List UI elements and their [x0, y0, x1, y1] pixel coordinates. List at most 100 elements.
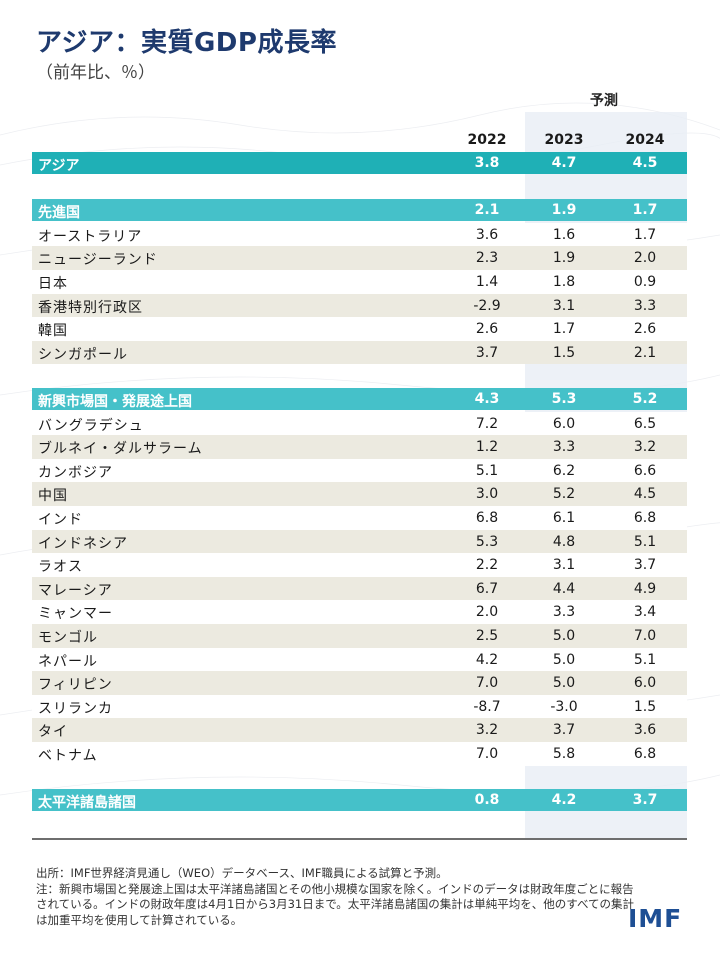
- imf-logo: IMF: [628, 904, 683, 933]
- row-label: モンゴル: [38, 630, 98, 646]
- row-label: 中国: [38, 488, 68, 505]
- year-header-2024: 2024: [625, 132, 665, 148]
- table-header: 2022 2023 2024: [32, 132, 687, 152]
- cell-2023: 6.1: [552, 510, 576, 526]
- cell-2024: 3.6: [633, 722, 657, 739]
- cell-2023: 1.9: [552, 250, 576, 267]
- cell-2023: 1.6: [552, 226, 576, 243]
- cell-2023: 3.3: [552, 439, 576, 456]
- row-label: 香港特別行政区: [38, 299, 143, 316]
- cell-2024: 4.9: [633, 580, 657, 597]
- cell-2023: 5.0: [552, 651, 576, 668]
- cell-2024: 4.5: [632, 155, 658, 171]
- cell-2024: 3.7: [632, 792, 658, 809]
- cell-2022: 7.2: [475, 415, 499, 432]
- cell-2022: 4.2: [475, 651, 499, 668]
- cell-2022: 7.0: [475, 675, 499, 692]
- cell-2022: 4.3: [474, 391, 500, 407]
- cell-2022: 6.7: [475, 580, 499, 597]
- cell-2024: 2.6: [633, 321, 657, 338]
- cell-2022: 0.8: [474, 792, 500, 809]
- table-row: ブルネイ・ダルサラーム 1.2 3.3 3.2: [32, 435, 687, 459]
- row-label: ニュージーランド: [38, 252, 158, 269]
- cell-2024: 2.0: [633, 250, 657, 267]
- table-row: カンボジア 5.1 6.2 6.6: [32, 458, 687, 483]
- table-row: 中国 3.0 5.2 4.5: [32, 482, 687, 506]
- footnote: 注：新興市場国と発展途上国は太平洋諸島諸国とその他小規模な国家を除く。インドのデ…: [36, 881, 635, 927]
- row-label: 先進国: [38, 205, 80, 222]
- table-row: ラオス 2.2 3.1 3.7: [32, 553, 687, 577]
- page-subtitle: （前年比、％）: [36, 63, 155, 83]
- cell-2024: 6.5: [633, 415, 657, 432]
- row-label: フィリピン: [38, 677, 113, 694]
- table-group-row: アジア 3.8 4.7 4.5: [32, 152, 687, 174]
- row-label: マレーシア: [38, 582, 113, 599]
- cell-2023: 4.7: [551, 155, 577, 171]
- table-row: フィリピン 7.0 5.0 6.0: [32, 671, 687, 695]
- cell-2023: 3.1: [552, 297, 576, 314]
- cell-2023: 3.1: [552, 557, 576, 574]
- notes: 出所：IMF世界経済見通し（WEO）データベース、IMF職員による試算と予測。 …: [36, 866, 636, 928]
- row-label: 韓国: [38, 323, 68, 340]
- cell-2022: 3.6: [475, 226, 499, 243]
- cell-2022: 2.5: [475, 628, 499, 644]
- cell-2023: 1.5: [552, 344, 576, 361]
- table-row: タイ 3.2 3.7 3.6: [32, 718, 687, 742]
- cell-2023: 3.7: [552, 722, 576, 739]
- cell-2024: 3.4: [633, 604, 657, 621]
- table-row: インド 6.8 6.1 6.8: [32, 506, 687, 530]
- cell-2024: 4.5: [633, 486, 657, 503]
- cell-2022: 2.3: [475, 250, 499, 267]
- row-label: インド: [38, 512, 83, 528]
- cell-2024: 1.7: [632, 202, 658, 219]
- table-spacer: [32, 766, 687, 790]
- cell-2022: -8.7: [473, 698, 501, 715]
- table-row: モンゴル 2.5 5.0 7.0: [32, 624, 687, 648]
- table-row: インドネシア 5.3 4.8 5.1: [32, 529, 687, 554]
- cell-2024: 6.6: [633, 462, 657, 479]
- page-title: アジア：実質GDP成長率: [36, 28, 337, 58]
- cell-2024: 5.1: [633, 533, 657, 550]
- cell-2024: 0.9: [633, 274, 657, 290]
- cell-2024: 6.8: [633, 510, 657, 526]
- table-row: ニュージーランド 2.3 1.9 2.0: [32, 246, 687, 270]
- row-label: ラオス: [38, 559, 83, 576]
- source-note: 出所：IMF世界経済見通し（WEO）データベース、IMF職員による試算と予測。: [36, 866, 448, 880]
- table-row: ミャンマー 2.0 3.3 3.4: [32, 600, 687, 624]
- row-label: シンガポール: [38, 346, 128, 363]
- year-header-2022: 2022: [467, 132, 507, 148]
- cell-2023: 5.0: [552, 628, 576, 644]
- cell-2023: 1.9: [551, 202, 577, 219]
- cell-2024: 3.3: [633, 297, 657, 314]
- table-row: マレーシア 6.7 4.4 4.9: [32, 576, 687, 601]
- cell-2023: 5.0: [552, 675, 576, 692]
- cell-2024: 2.1: [633, 344, 657, 361]
- cell-2023: 6.2: [552, 462, 576, 479]
- cell-2024: 5.2: [632, 391, 658, 407]
- table-group-row: 先進国 2.1 1.9 1.7: [32, 199, 687, 222]
- year-header-2023: 2023: [544, 132, 584, 148]
- cell-2023: 4.8: [552, 533, 576, 550]
- table-spacer: [32, 176, 687, 200]
- cell-2023: 5.8: [552, 746, 576, 762]
- cell-2022: 3.8: [474, 155, 500, 171]
- cell-2022: 3.7: [475, 344, 499, 361]
- cell-2022: 5.1: [475, 462, 499, 479]
- table-row: 韓国 2.6 1.7 2.6: [32, 317, 687, 341]
- table-group-row: 新興市場国・発展途上国 4.3 5.3 5.2: [32, 388, 687, 410]
- table-row: ネパール 4.2 5.0 5.1: [32, 647, 687, 672]
- cell-2022: 2.1: [474, 202, 500, 219]
- cell-2023: 1.7: [552, 321, 576, 338]
- cell-2024: 1.5: [633, 698, 657, 715]
- cell-2024: 6.0: [633, 675, 657, 692]
- row-label: 新興市場国・発展途上国: [38, 394, 192, 410]
- row-label: ベトナム: [38, 748, 98, 764]
- cell-2024: 3.7: [633, 557, 657, 574]
- table-row: ベトナム 7.0 5.8 6.8: [32, 742, 687, 766]
- row-label: オーストラリア: [38, 228, 143, 245]
- table-spacer: [32, 364, 687, 388]
- cell-2023: 3.3: [552, 604, 576, 621]
- cell-2024: 1.7: [633, 226, 657, 243]
- cell-2024: 7.0: [633, 628, 657, 644]
- row-label: 日本: [38, 276, 68, 292]
